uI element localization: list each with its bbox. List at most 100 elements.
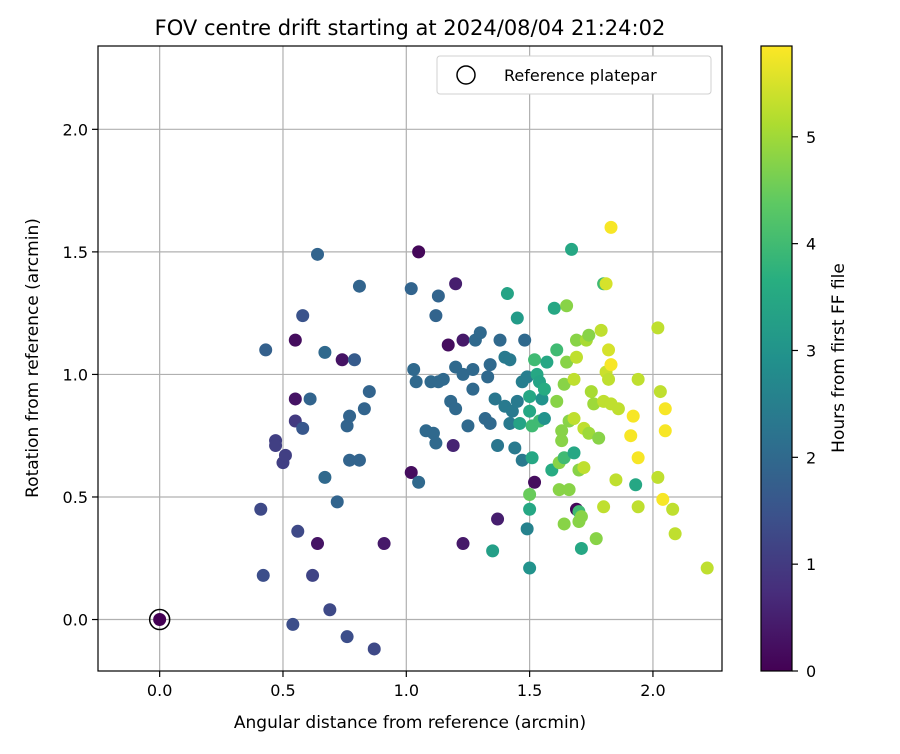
colorbar-tick-label: 5 [806,128,816,147]
data-point [343,409,357,423]
data-point [597,500,611,514]
data-point [528,475,542,489]
data-point [377,537,391,551]
data-point [587,397,601,411]
data-point [288,333,302,347]
data-point [515,453,529,467]
data-point [404,465,418,479]
data-point [658,424,672,438]
data-point [491,512,505,526]
data-point [520,370,534,384]
x-tick-label: 0.0 [147,681,172,700]
data-point [352,279,366,293]
data-point [523,488,537,502]
data-point [523,561,537,575]
data-point [565,242,579,256]
data-point [602,343,616,357]
data-point [407,363,421,377]
data-point [254,502,268,516]
y-axis-ticks: 0.0 0.5 1.0 1.5 2.0 [63,120,98,630]
data-point [656,492,670,506]
data-point [269,439,283,453]
data-point [653,385,667,399]
chart-title: FOV centre drift starting at 2024/08/04 … [155,16,666,40]
data-point [624,429,638,443]
data-point [404,282,418,296]
data-point [436,372,450,386]
data-point [666,502,680,516]
data-point [431,289,445,303]
data-point [567,446,581,460]
data-point [456,537,470,551]
data-point [582,328,596,342]
colorbar-tick-label: 1 [806,555,816,574]
data-point [340,419,354,433]
data-point [348,353,362,367]
data-points [153,220,714,656]
data-point [318,345,332,359]
data-point [592,431,606,445]
data-point [429,309,443,323]
data-point [658,402,672,416]
x-tick-label: 0.5 [270,681,295,700]
data-point [510,394,524,408]
y-tick-label: 1.0 [63,365,88,384]
data-point [668,527,682,541]
data-point [330,495,344,509]
data-point [537,382,551,396]
data-point [456,367,470,381]
data-point [286,617,300,631]
data-point [486,544,500,558]
data-point [446,439,460,453]
data-point [523,389,537,403]
data-point [525,451,539,465]
data-point [340,630,354,644]
data-point [569,333,583,347]
data-point [449,402,463,416]
colorbar-gradient [760,45,793,672]
data-point [574,510,588,524]
data-point [560,355,574,369]
data-point [584,385,598,399]
data-point [483,358,497,372]
data-point [651,470,665,484]
data-point [700,561,714,575]
data-point [557,377,571,391]
colorbar: 0 1 2 3 4 5 Hours from first FF file [760,45,849,681]
data-point [626,409,640,423]
colorbar-label: Hours from first FF file [829,263,849,453]
data-point [153,613,167,627]
data-point [569,350,583,364]
plot-frame [97,45,723,672]
data-point [520,522,534,536]
data-point [528,353,542,367]
data-point [296,421,310,435]
x-tick-label: 1.5 [517,681,542,700]
data-point [567,412,581,426]
data-point [409,375,423,389]
colorbar-tick-label: 3 [806,341,816,360]
data-point [582,426,596,440]
data-point [562,483,576,497]
data-point [491,439,505,453]
data-point [259,343,273,357]
data-point [508,441,522,455]
data-point [505,404,519,418]
data-point [611,402,625,416]
data-point [594,323,608,337]
data-point [557,451,571,465]
data-point [550,343,564,357]
data-point [461,419,475,433]
data-point [306,568,320,582]
data-point [574,541,588,555]
data-point [303,392,317,406]
data-point [540,355,554,369]
x-tick-label: 2.0 [640,681,665,700]
data-point [481,370,495,384]
legend-marker-reference [456,65,476,85]
x-tick-label: 1.0 [394,681,419,700]
reference-marker [148,608,171,631]
data-point [412,245,426,259]
data-point [604,358,618,372]
